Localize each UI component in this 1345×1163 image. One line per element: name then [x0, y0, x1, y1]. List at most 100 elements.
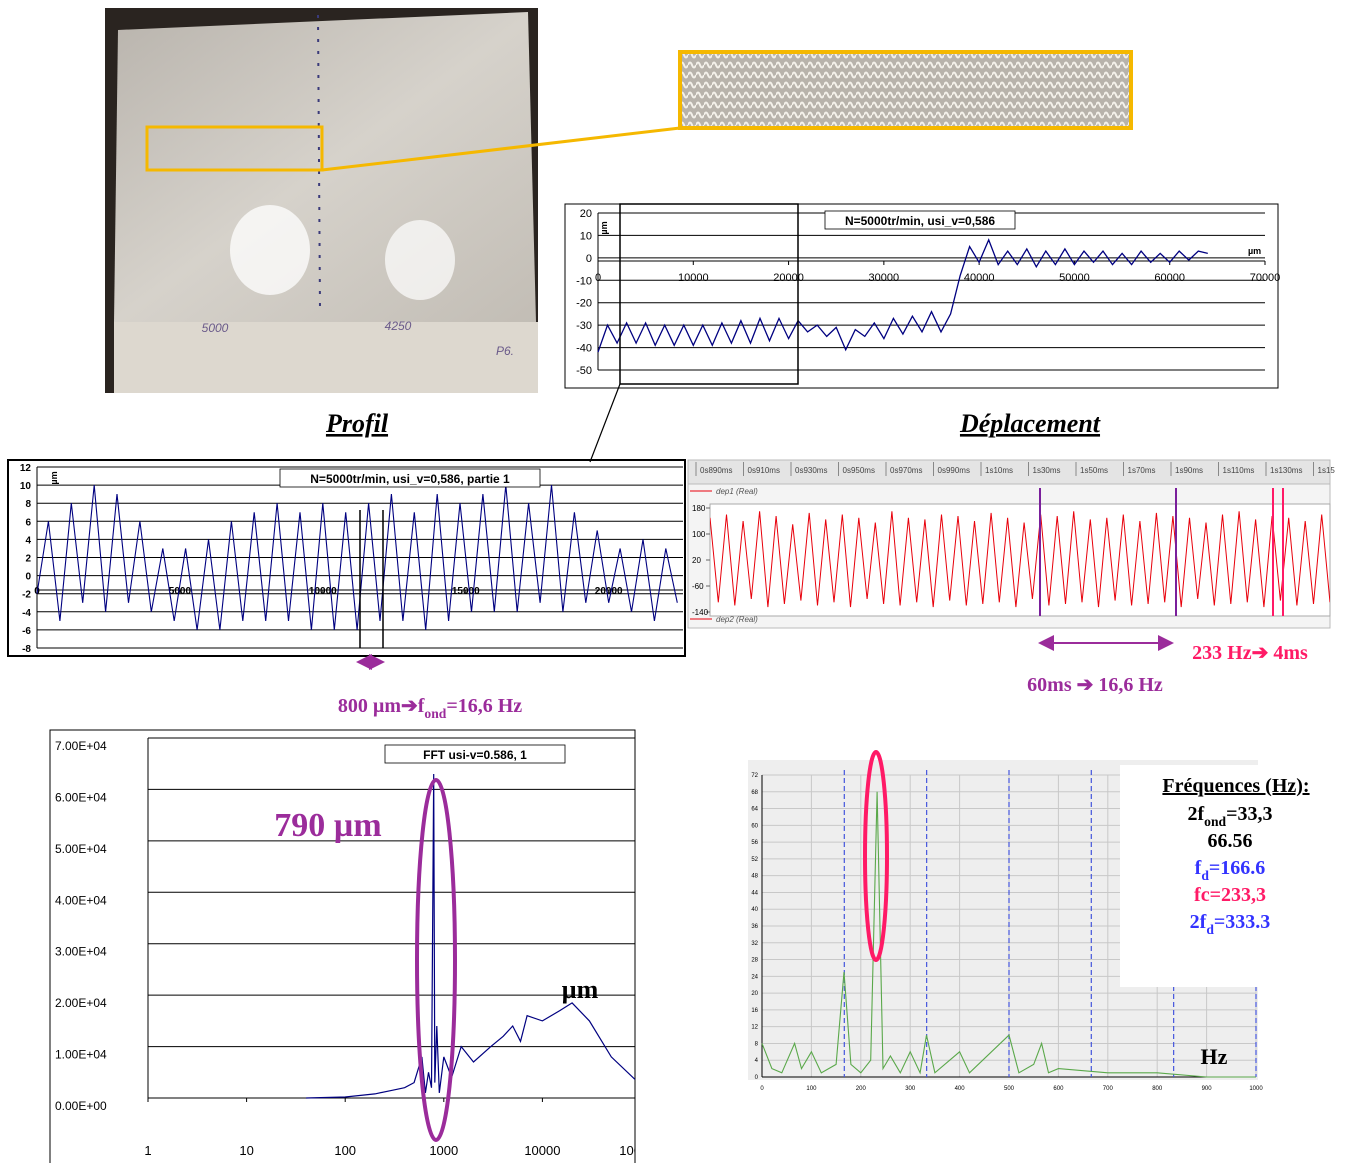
y-tick-label: 8 — [755, 1041, 759, 1047]
x-tick-label: 0s950ms — [843, 466, 875, 475]
x-tick-label: 200 — [856, 1086, 867, 1092]
y-tick-label: 4 — [25, 535, 31, 546]
x-tick-label: 1000 — [429, 1143, 458, 1158]
x-tick-label: 60000 — [1154, 272, 1185, 284]
legend-label: dep1 (Real) — [716, 487, 758, 496]
chart-title: N=5000tr/min, usi_v=0,586, partie 1 — [310, 472, 510, 486]
x-tick-label: 800 — [1152, 1086, 1163, 1092]
zoom-region — [619, 203, 799, 385]
y-tick-label: 8 — [25, 499, 31, 510]
x-tick-label: 1s70ms — [1128, 466, 1156, 475]
y-tick-label: 28 — [751, 958, 758, 964]
annotation-part: 2f — [1190, 911, 1207, 933]
x-tick-label: 1s15 — [1318, 466, 1336, 475]
zoom-photo — [678, 50, 1133, 130]
y-tick-label: 1.00E+04 — [55, 1048, 107, 1062]
y-tick-label: 68 — [751, 790, 758, 796]
annotation: 66.56 — [1208, 830, 1253, 852]
y-tick-label: 6 — [25, 517, 31, 528]
annotation-part: ond — [424, 706, 446, 721]
annotation: 60ms ➔ 16,6 Hz — [1027, 674, 1163, 696]
zoom-box — [145, 125, 324, 172]
y-tick-label: 10 — [580, 230, 592, 242]
x-tick-label: 1s130ms — [1270, 466, 1302, 475]
x-tick-label: 10000 — [309, 586, 337, 597]
y-tick-label: 5.00E+04 — [55, 842, 107, 856]
y-tick-label: 7.00E+04 — [55, 739, 107, 753]
photo-label: 5000 — [202, 321, 229, 335]
y-tick-label: 72 — [751, 773, 758, 779]
x-tick-label: 15000 — [452, 586, 480, 597]
x-tick-label: 1 — [144, 1143, 151, 1158]
x-tick-label: 600 — [1053, 1086, 1064, 1092]
x-tick-label: 1s50ms — [1080, 466, 1108, 475]
y-tick-label: 2.00E+04 — [55, 996, 107, 1010]
photo-glare — [230, 205, 310, 295]
y-tick-label: 44 — [751, 890, 758, 896]
y-tick-label: -30 — [576, 320, 592, 332]
y-tick-label: -4 — [22, 608, 31, 619]
x-tick-label: 40000 — [964, 272, 995, 284]
caption: Profil — [325, 409, 389, 438]
x-tick-label: 100 — [334, 1143, 356, 1158]
photo-label: 4250 — [385, 319, 412, 333]
photo-marks — [317, 14, 321, 311]
annotation-part: 2f — [1188, 803, 1205, 825]
y-tick-label: 0 — [586, 253, 592, 265]
annotation-part: =33,3 — [1226, 803, 1272, 825]
x-tick-label: 5000 — [169, 586, 192, 597]
y-tick-label: 4 — [755, 1058, 759, 1064]
y-tick-label: -10 — [576, 275, 592, 287]
zoom-connector — [589, 383, 621, 463]
data-line — [761, 791, 1256, 1078]
x-tick-label: 70000 — [1250, 272, 1281, 284]
y-tick-label: 12 — [751, 1025, 758, 1031]
y-tick-label: 100 — [692, 530, 706, 539]
photo-label: P6. — [496, 344, 514, 358]
y-tick-label: 12 — [20, 463, 32, 474]
y-tick-label: 40 — [751, 907, 758, 913]
y-tick-label: 20 — [692, 556, 701, 565]
x-tick-label: 100 — [806, 1086, 817, 1092]
x-axis-label: Hz — [1201, 1044, 1228, 1069]
chart: -50-40-30-20-100102001000020000300004000… — [576, 208, 1280, 377]
x-tick-label: 10000 — [678, 272, 709, 284]
annotation: 790 µm — [274, 807, 381, 844]
scope-clip — [710, 511, 1330, 608]
y-tick-label: 16 — [751, 1008, 758, 1014]
data-line — [597, 238, 1208, 353]
y-tick-label: 48 — [751, 874, 758, 880]
x-tick-label: 10 — [239, 1143, 253, 1158]
y-tick-label: -2 — [22, 590, 31, 601]
chart-frame — [564, 203, 1279, 389]
y-tick-label: 20 — [751, 991, 758, 997]
y-tick-label: 56 — [751, 840, 758, 846]
y-axis-label: µm — [49, 471, 59, 484]
x-tick-label: 0s970ms — [890, 466, 922, 475]
y-tick-label: 10 — [20, 481, 32, 492]
annotation-part: =333.3 — [1214, 911, 1270, 933]
annotation-part: fc=233,3 — [1194, 884, 1266, 906]
chart-title: FFT usi-v=0.586, 1 — [423, 748, 527, 762]
highlight — [863, 750, 889, 962]
x-tick-label: 100000 — [619, 1143, 662, 1158]
x-tick-label: 1s90ms — [1175, 466, 1203, 475]
annotation: 2fd=333.3 — [1190, 911, 1271, 937]
chart: 0.00E+00 1.00E+04 2.00E+04 3.00E+04 4.00E+04… — [55, 737, 662, 1158]
chart-title: N=5000tr/min, usi_v=0,586 — [845, 214, 995, 228]
x-tick-label: 20000 — [595, 586, 623, 597]
x-tick-label: 900 — [1202, 1086, 1213, 1092]
data-line — [710, 511, 1330, 608]
annotation: fc=233,3 — [1194, 884, 1266, 906]
x-tick-label: 1s30ms — [1033, 466, 1061, 475]
annotation-part: f — [1195, 857, 1202, 879]
x-axis-label: µm — [1248, 246, 1261, 256]
x-tick-label: 700 — [1103, 1086, 1114, 1092]
x-tick-label: 0s910ms — [748, 466, 780, 475]
y-tick-label: -60 — [692, 582, 704, 591]
y-tick-label: 64 — [751, 807, 758, 813]
y-tick-label: -40 — [576, 343, 592, 355]
y-tick-label: 0 — [755, 1075, 759, 1081]
title-box — [279, 468, 541, 488]
